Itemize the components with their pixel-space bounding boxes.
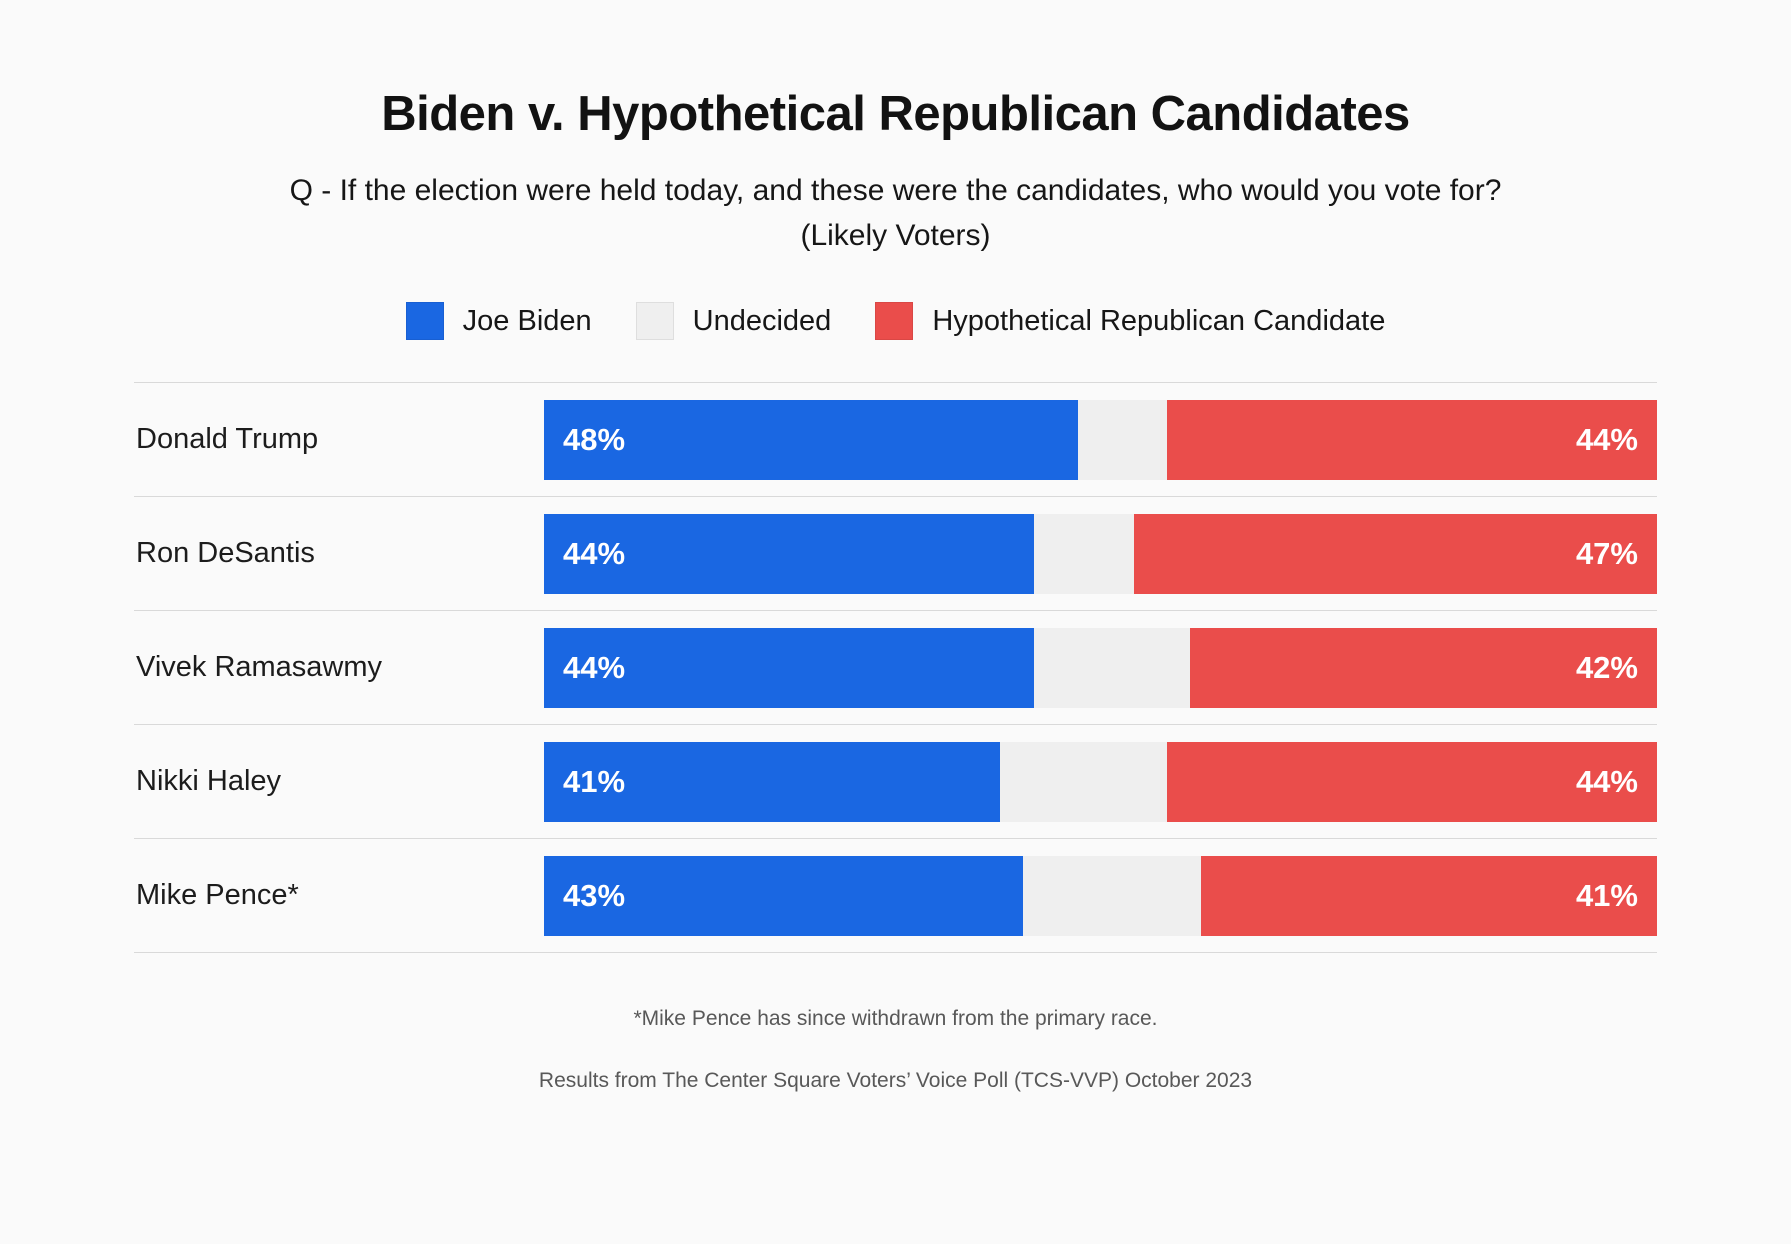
stacked-bar-chart: Donald Trump 48% 44% Ron DeSantis 44% 47% Vive… (134, 382, 1657, 953)
legend-item: Hypothetical Republican Candidate (875, 302, 1385, 340)
legend-label: Joe Biden (462, 304, 592, 337)
chart-rows: Donald Trump 48% 44% Ron DeSantis 44% 47% Vive… (134, 382, 1657, 953)
bar-track: 44% 42% (544, 627, 1657, 708)
legend-item: Undecided (635, 302, 832, 340)
bar-track: 44% 47% (544, 513, 1657, 594)
legend-label: Hypothetical Republican Candidate (932, 304, 1386, 337)
footnote-pence: *Mike Pence has since withdrawn from the… (633, 1007, 1158, 1030)
page-title: Biden v. Hypothetical Republican Candida… (381, 87, 1410, 141)
bar-value-label: 43% (563, 877, 626, 913)
legend-swatch-icon (635, 302, 674, 340)
bar-track: 41% 44% (544, 741, 1657, 822)
bar-row: Ron DeSantis 44% 47% (134, 496, 1657, 610)
bar-value-label: 44% (563, 649, 626, 685)
republican-bar-segment: 44% (1167, 399, 1657, 480)
biden-bar-segment: 48% (544, 399, 1079, 480)
legend-label: Undecided (692, 304, 832, 337)
legend-swatch-icon (405, 302, 444, 340)
bar-value-label: 44% (563, 535, 626, 571)
candidate-label: Mike Pence* (136, 879, 299, 911)
biden-bar-segment: 41% (544, 741, 1001, 822)
biden-bar-segment: 44% (544, 627, 1034, 708)
bar-value-label: 44% (1575, 421, 1638, 457)
candidate-label: Donald Trump (136, 423, 319, 455)
bar-value-label: 47% (1575, 535, 1638, 571)
candidate-label: Vivek Ramasawmy (136, 651, 383, 683)
chart-subtitle: Q - If the election were held today, and… (0, 168, 1791, 258)
bar-track: 48% 44% (544, 399, 1657, 480)
bar-value-label: 44% (1575, 763, 1638, 799)
republican-bar-segment: 42% (1189, 627, 1657, 708)
republican-bar-segment: 47% (1133, 513, 1657, 594)
bar-track: 43% 41% (544, 855, 1657, 936)
undecided-bar-segment (1022, 855, 1201, 936)
legend: Joe Biden Undecided Hypothetical Republica… (0, 302, 1791, 340)
biden-bar-segment: 44% (544, 513, 1034, 594)
bar-value-label: 41% (1575, 877, 1638, 913)
legend-swatch-icon (875, 302, 914, 340)
undecided-bar-segment (1000, 741, 1168, 822)
footnote-source: Results from The Center Square Voters’ V… (538, 1069, 1253, 1092)
bar-value-label: 42% (1575, 649, 1638, 685)
candidate-label: Ron DeSantis (136, 537, 315, 569)
biden-bar-segment: 43% (544, 855, 1023, 936)
legend-item: Joe Biden (405, 302, 592, 340)
undecided-bar-segment (1078, 399, 1168, 480)
bar-row: Vivek Ramasawmy 44% 42% (134, 610, 1657, 724)
republican-bar-segment: 41% (1200, 855, 1657, 936)
bar-value-label: 48% (563, 421, 626, 457)
undecided-bar-segment (1033, 627, 1190, 708)
subtitle-likely-voters: (Likely Voters) (800, 219, 991, 252)
candidate-label: Nikki Haley (136, 765, 282, 797)
subtitle-question: Q - If the election were held today, and… (289, 174, 1502, 207)
bar-row: Mike Pence* 43% 41% (134, 838, 1657, 952)
bar-value-label: 41% (563, 763, 626, 799)
bar-row: Donald Trump 48% 44% (134, 382, 1657, 496)
bar-row: Nikki Haley 41% 44% (134, 724, 1657, 838)
republican-bar-segment: 44% (1167, 741, 1657, 822)
undecided-bar-segment (1033, 513, 1134, 594)
